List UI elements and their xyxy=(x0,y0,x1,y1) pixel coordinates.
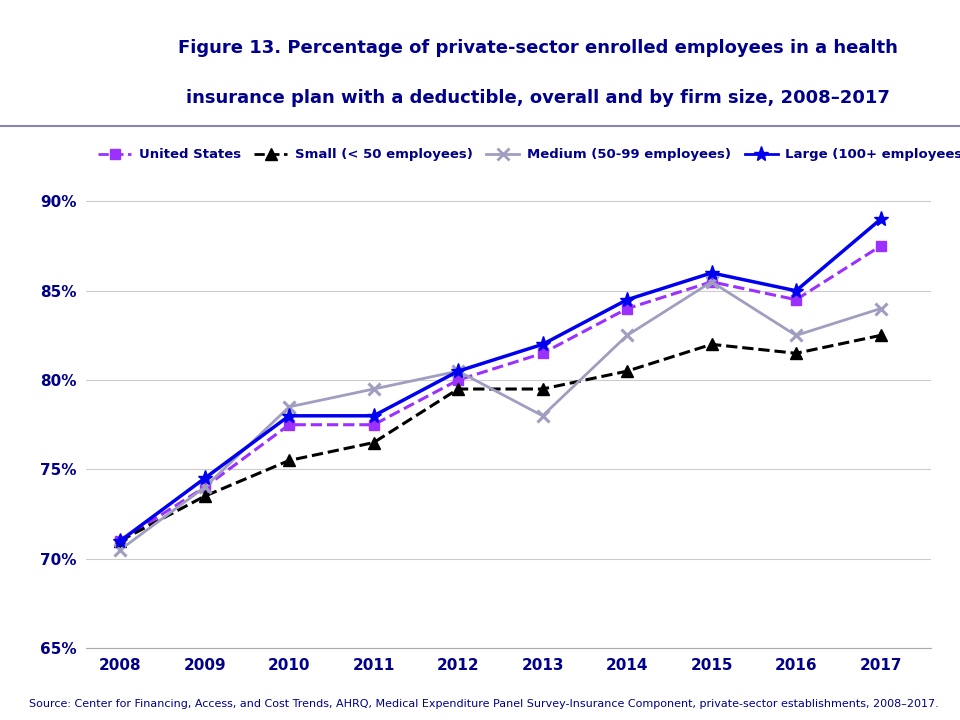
Legend: United States, Small (< 50 employees), Medium (50-99 employees), Large (100+ emp: United States, Small (< 50 employees), M… xyxy=(93,143,960,166)
Text: Figure 13. Percentage of private-sector enrolled employees in a health: Figure 13. Percentage of private-sector … xyxy=(178,39,898,57)
Text: Source: Center for Financing, Access, and Cost Trends, AHRQ, Medical Expenditure: Source: Center for Financing, Access, an… xyxy=(29,699,939,709)
Text: insurance plan with a deductible, overall and by firm size, 2008–2017: insurance plan with a deductible, overal… xyxy=(185,89,890,107)
